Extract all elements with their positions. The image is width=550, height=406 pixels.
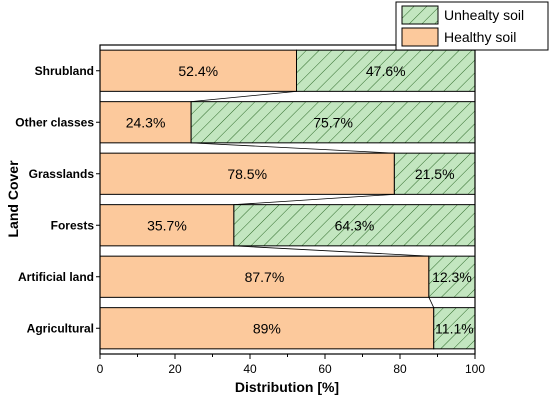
bar-unhealthy-grasslands [393, 152, 476, 195]
bar-unhealthy-shrubland [296, 49, 476, 92]
y-tick-label-artificial-land: Artificial land [18, 270, 94, 284]
bar-unhealthy-artificial-land [428, 255, 476, 298]
label-unhealthy-artificial-land: 12.3% [432, 269, 472, 285]
legend-label-healthy: Healthy soil [444, 29, 516, 45]
connector-split [233, 245, 429, 257]
bar-unhealthy-forests [233, 204, 476, 247]
label-healthy-grasslands: 78.5% [227, 166, 267, 182]
bar-healthy-grasslands [99, 152, 395, 195]
x-tick-label-0: 0 [97, 362, 104, 376]
bars-group [99, 49, 476, 350]
label-unhealthy-agricultural: 11.1% [435, 320, 474, 336]
data-labels-group: 89% 11.1% 87.7% 12.3% 35.7% 64.3% 78.5% 21.5% 24… [126, 63, 474, 337]
y-tick-label-agricultural: Agricultural [27, 321, 94, 335]
y-tick-label-shrubland: Shrubland [35, 64, 94, 78]
legend-swatch-unhealthy [401, 5, 439, 25]
legend-label-unhealthy: Unhealty soil [444, 7, 524, 23]
x-tick-label-20: 20 [168, 362, 182, 376]
connector-split [233, 193, 395, 206]
x-tick-label-100: 100 [465, 362, 485, 376]
bar-unhealthy-other-classes [190, 101, 476, 144]
x-axis-title: Distribution [%] [235, 379, 339, 395]
label-unhealthy-forests: 64.3% [335, 217, 375, 233]
y-axis-ticks: Agricultural Artificial land Forests Grassl… [15, 64, 100, 335]
legend-swatch-healthy [401, 27, 439, 47]
label-healthy-agricultural: 89% [253, 320, 281, 336]
label-healthy-artificial-land: 87.7% [245, 269, 285, 285]
x-axis-ticks: 0 20 40 60 80 100 [97, 354, 485, 376]
bar-healthy-shrubland [99, 49, 297, 92]
label-healthy-forests: 35.7% [147, 217, 187, 233]
connector-split [428, 297, 435, 308]
connector-split [191, 142, 395, 154]
y-tick-label-grasslands: Grasslands [29, 167, 95, 181]
label-unhealthy-shrubland: 47.6% [366, 63, 406, 79]
y-tick-label-other-classes: Other classes [15, 115, 94, 129]
legend: Unhealty soil Healthy soil [395, 1, 549, 51]
label-healthy-other-classes: 24.3% [126, 114, 166, 130]
connector-split [191, 90, 297, 103]
x-tick-label-80: 80 [393, 362, 407, 376]
x-tick-label-60: 60 [318, 362, 332, 376]
bar-healthy-other-classes [99, 101, 192, 144]
x-tick-label-40: 40 [243, 362, 257, 376]
label-unhealthy-other-classes: 75.7% [313, 114, 353, 130]
label-healthy-shrubland: 52.4% [178, 63, 218, 79]
bar-healthy-artificial-land [99, 255, 430, 298]
bar-healthy-forests [99, 204, 235, 247]
y-axis-title: Land Cover [5, 160, 21, 238]
label-unhealthy-grasslands: 21.5% [415, 166, 455, 182]
y-tick-label-forests: Forests [51, 218, 95, 232]
